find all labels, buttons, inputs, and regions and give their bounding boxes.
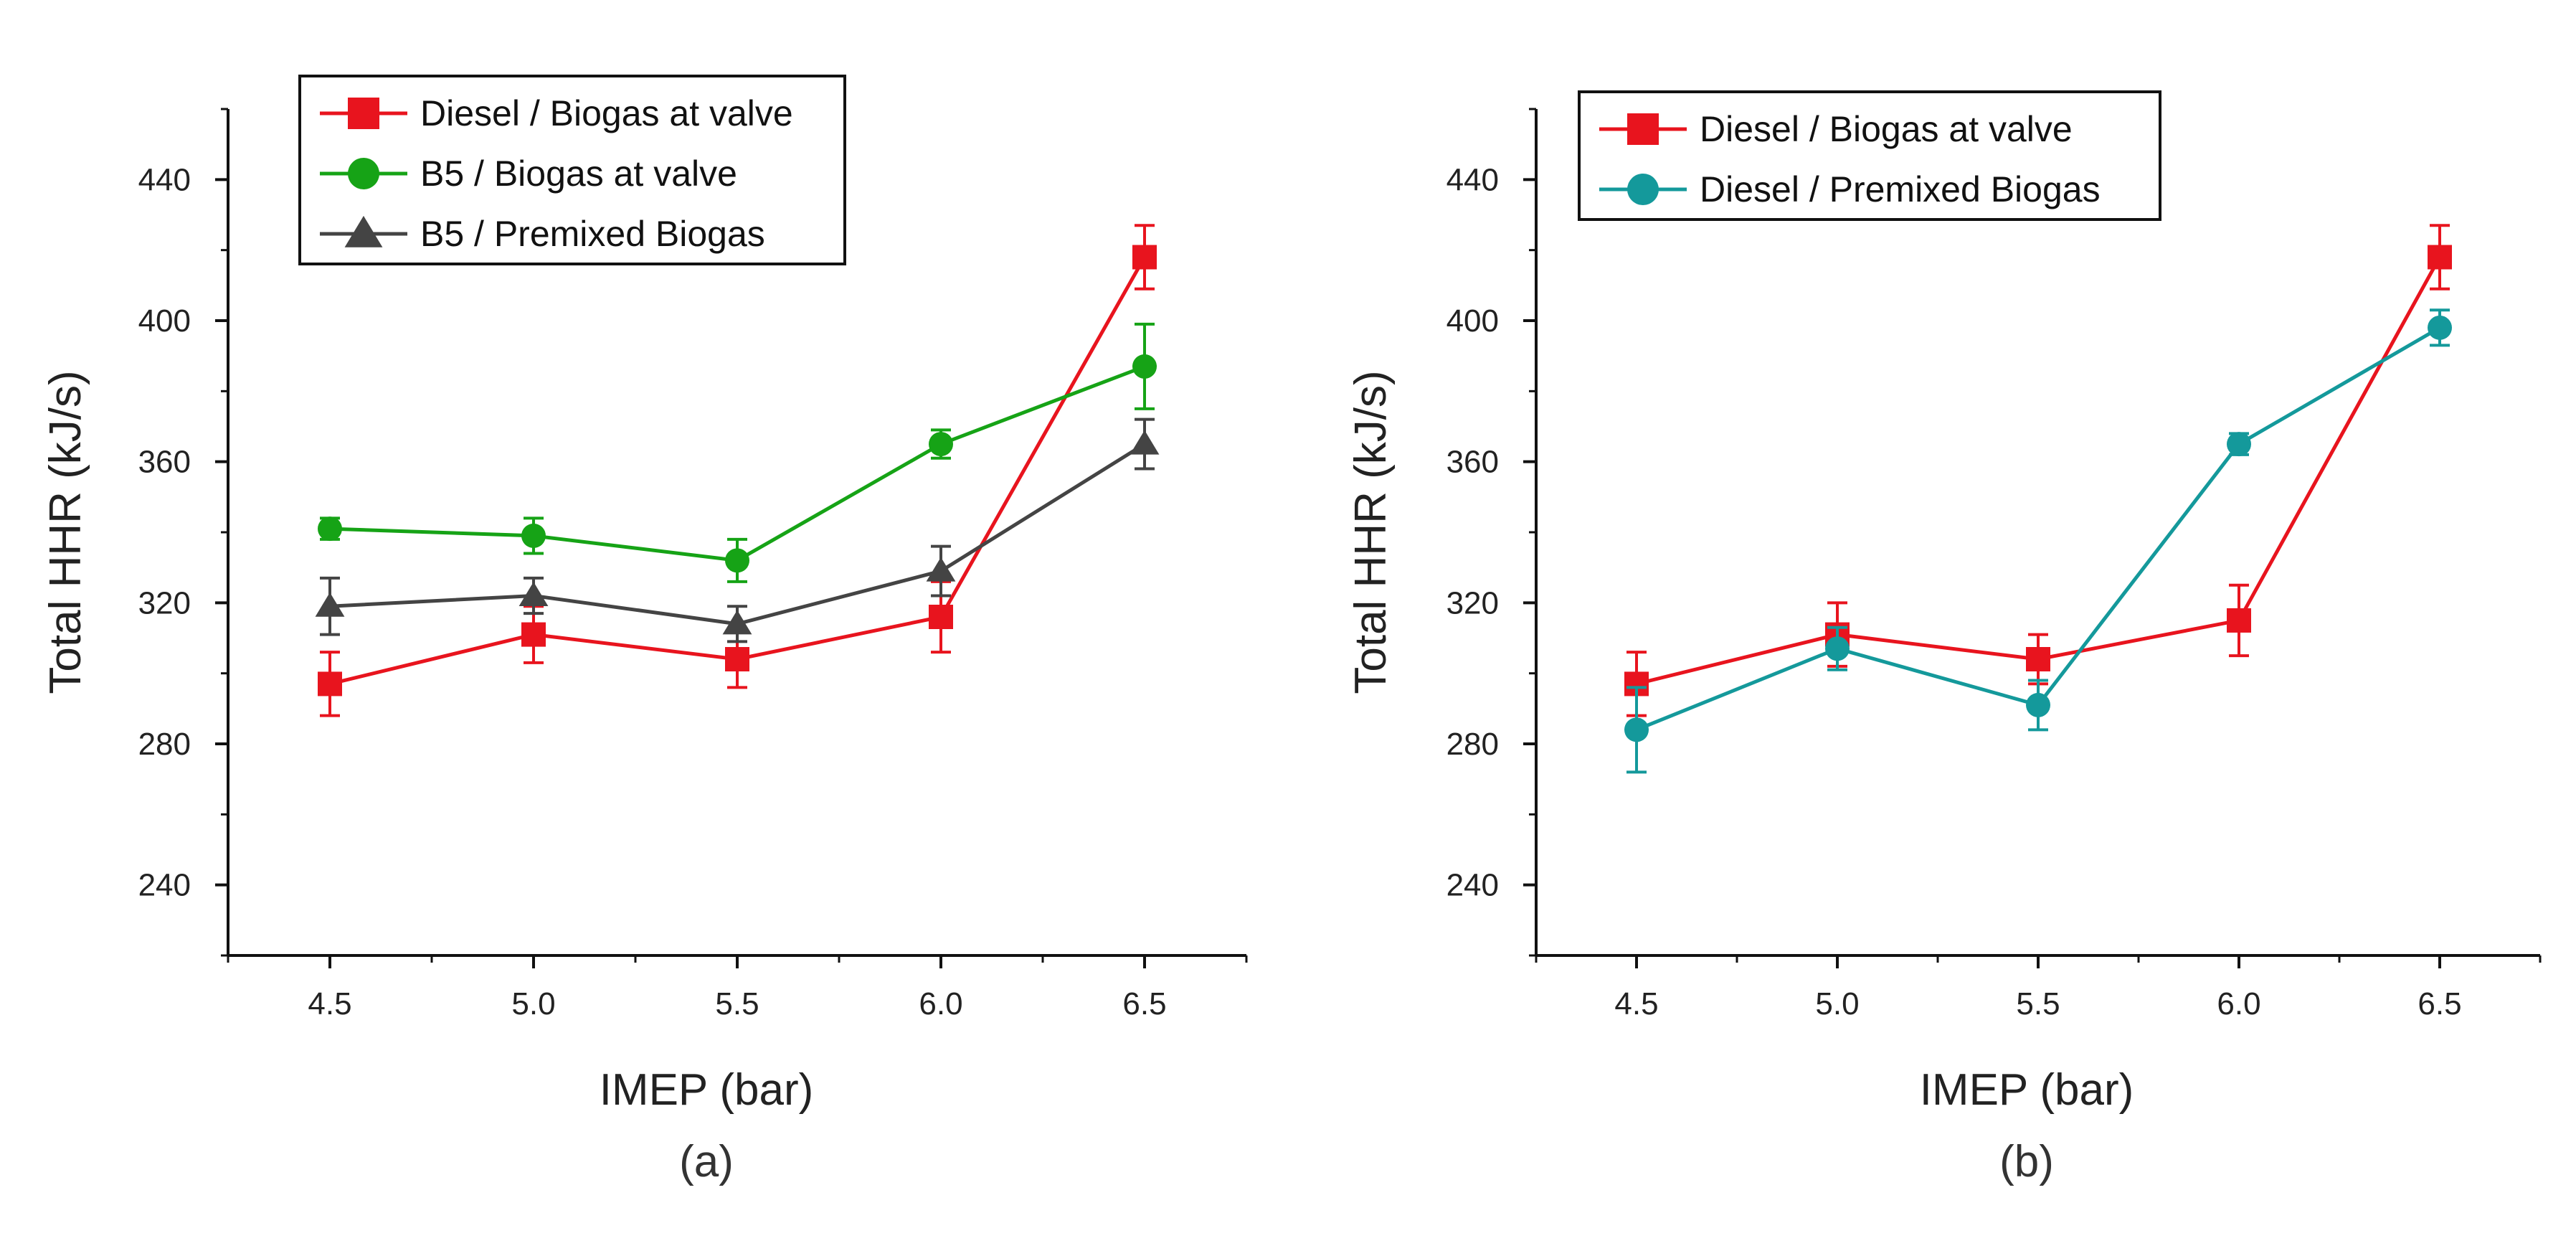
data-point bbox=[2227, 432, 2251, 457]
x-axis-title: IMEP (bar) bbox=[600, 1065, 814, 1115]
series-0 bbox=[318, 224, 1157, 717]
x-tick-label: 6.5 bbox=[2418, 986, 2461, 1021]
data-point bbox=[1130, 430, 1160, 455]
panel-label: (a) bbox=[679, 1137, 734, 1186]
data-point bbox=[315, 592, 345, 617]
x-tick-label: 5.5 bbox=[715, 986, 759, 1021]
data-point bbox=[318, 671, 342, 697]
panel-label: (b) bbox=[1999, 1137, 2054, 1186]
legend-entry: Diesel / Biogas at valve bbox=[1700, 109, 2073, 149]
legend-entry: Diesel / Biogas at valve bbox=[420, 93, 793, 133]
data-point bbox=[518, 582, 549, 607]
y-tick-label: 360 bbox=[138, 445, 191, 480]
data-point bbox=[929, 432, 953, 457]
data-point bbox=[2428, 315, 2452, 340]
chart-panel-b: 240 280 320 360 400 440 4.5 5.0 5.5 6.0 6.5 Total H… bbox=[1346, 90, 2542, 1186]
data-point bbox=[2026, 647, 2050, 671]
x-tick-label: 4.5 bbox=[1614, 986, 1658, 1021]
data-point bbox=[521, 622, 546, 647]
data-point bbox=[929, 605, 953, 629]
y-tick-label: 360 bbox=[1446, 445, 1499, 480]
series-1 bbox=[1624, 308, 2452, 774]
y-tick-label: 440 bbox=[138, 162, 191, 197]
legend-marker bbox=[348, 98, 379, 129]
chart-panel-a: 240 280 320 360 400 440 4.5 5.0 5.5 6.0 6.5 Total H… bbox=[41, 75, 1248, 1186]
y-tick-label: 440 bbox=[1446, 162, 1499, 197]
legend: Diesel / Biogas at valve Diesel / Premixe… bbox=[1578, 90, 2161, 221]
data-point bbox=[1132, 354, 1157, 379]
legend-entry: B5 / Premixed Biogas bbox=[420, 214, 765, 254]
x-tick-label: 6.0 bbox=[919, 986, 962, 1021]
data-point bbox=[318, 516, 342, 542]
data-point bbox=[725, 548, 749, 573]
x-tick-label: 5.0 bbox=[1815, 986, 1859, 1021]
y-axis-title: Total HHR (kJ/s) bbox=[1346, 370, 1396, 694]
series-0 bbox=[1624, 224, 2452, 717]
series-2 bbox=[315, 417, 1160, 643]
legend-marker bbox=[1627, 174, 1659, 205]
y-tick-label: 280 bbox=[138, 727, 191, 762]
legend-marker bbox=[1627, 113, 1659, 145]
data-point bbox=[1624, 717, 1649, 742]
data-point bbox=[926, 557, 956, 582]
legend-entry: B5 / Biogas at valve bbox=[420, 154, 737, 194]
series-line bbox=[1636, 256, 2442, 686]
y-tick-label: 280 bbox=[1446, 727, 1499, 762]
legend-marker bbox=[348, 158, 379, 189]
data-point bbox=[2227, 608, 2251, 633]
y-tick-label: 240 bbox=[1446, 868, 1499, 903]
data-point bbox=[521, 523, 546, 548]
data-point bbox=[1132, 245, 1157, 270]
series-1 bbox=[318, 322, 1157, 583]
legend-box bbox=[1578, 90, 2161, 221]
x-tick-label: 5.5 bbox=[2016, 986, 2060, 1021]
x-axis-title: IMEP (bar) bbox=[1920, 1065, 2134, 1115]
y-tick-label: 320 bbox=[138, 585, 191, 620]
data-point bbox=[1825, 636, 1850, 661]
y-tick-label: 320 bbox=[1446, 585, 1499, 620]
data-point bbox=[722, 610, 752, 635]
data-point bbox=[2428, 245, 2452, 270]
y-axis-title: Total HHR (kJ/s) bbox=[41, 370, 90, 694]
legend-marker bbox=[344, 215, 383, 247]
data-point bbox=[725, 647, 749, 671]
y-tick-label: 400 bbox=[1446, 303, 1499, 339]
x-tick-label: 5.0 bbox=[511, 986, 555, 1021]
series-line bbox=[329, 364, 1145, 562]
y-tick-label: 240 bbox=[138, 868, 191, 903]
data-point bbox=[2026, 692, 2050, 717]
y-tick-label: 400 bbox=[138, 303, 191, 339]
x-tick-label: 4.5 bbox=[308, 986, 351, 1021]
x-tick-label: 6.5 bbox=[1122, 986, 1166, 1021]
legend-entry: Diesel / Premixed Biogas bbox=[1700, 169, 2101, 209]
x-tick-label: 6.0 bbox=[2217, 986, 2260, 1021]
legend: Diesel / Biogas at valve B5 / Biogas at v… bbox=[298, 75, 846, 265]
